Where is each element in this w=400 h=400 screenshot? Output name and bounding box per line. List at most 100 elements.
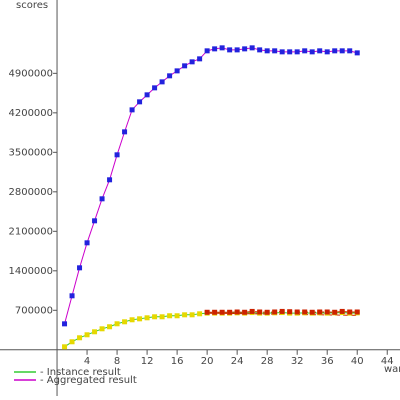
x-tick-label: 8	[114, 356, 120, 367]
data-point	[167, 73, 173, 79]
data-point	[182, 63, 188, 69]
series-line	[64, 312, 358, 348]
data-point	[212, 46, 218, 52]
data-point	[92, 329, 98, 335]
data-point	[317, 309, 323, 315]
data-point	[309, 309, 315, 315]
data-point	[62, 321, 68, 327]
x-axis-label: war	[384, 364, 400, 375]
data-point	[302, 309, 308, 315]
data-point	[272, 309, 278, 315]
data-point	[197, 56, 203, 62]
data-point	[152, 314, 158, 320]
data-point	[84, 240, 90, 246]
data-point	[347, 48, 353, 54]
data-point	[249, 45, 255, 51]
data-point	[99, 326, 105, 332]
data-point	[347, 309, 353, 315]
y-tick-label: 4200000	[8, 108, 53, 119]
y-tick-label: 2100000	[8, 226, 53, 237]
x-tick-label: 4	[84, 356, 90, 367]
data-point	[227, 309, 233, 315]
data-point	[174, 313, 180, 319]
data-point	[114, 152, 120, 158]
data-point	[294, 309, 300, 315]
data-point	[324, 49, 330, 55]
data-point	[197, 311, 203, 317]
data-point	[77, 265, 83, 271]
data-point	[77, 335, 83, 341]
data-point	[257, 309, 263, 315]
data-point	[264, 309, 270, 315]
x-tick-label: 12	[141, 356, 154, 367]
data-point	[69, 339, 75, 345]
data-point	[174, 68, 180, 74]
data-point	[122, 319, 128, 325]
data-point	[107, 324, 113, 330]
data-point	[122, 129, 128, 135]
y-tick-label: 3500000	[8, 147, 53, 158]
x-tick-label: 44	[381, 356, 394, 367]
data-point	[144, 315, 150, 321]
data-point	[137, 99, 143, 105]
data-point	[354, 50, 360, 56]
data-point	[114, 321, 120, 327]
data-point	[137, 316, 143, 322]
y-tick-label: 2800000	[8, 187, 53, 198]
data-point	[212, 309, 218, 315]
data-point	[62, 344, 68, 350]
data-point	[249, 308, 255, 314]
data-point	[279, 49, 285, 55]
data-point	[242, 309, 248, 315]
series-line	[64, 47, 358, 324]
data-point	[294, 49, 300, 55]
data-point	[182, 312, 188, 318]
data-point	[309, 49, 315, 55]
x-tick-label: 40	[351, 356, 364, 367]
data-point	[99, 196, 105, 202]
x-tick-label: 28	[261, 356, 274, 367]
data-point	[279, 308, 285, 314]
data-point	[204, 309, 210, 315]
data-point	[264, 48, 270, 54]
legend-label: - Aggregated result	[40, 375, 137, 386]
data-point	[159, 314, 165, 320]
y-tick-label: 4900000	[8, 68, 53, 79]
data-point	[339, 308, 345, 314]
y-axis-label: scores	[16, 0, 48, 11]
data-point	[287, 49, 293, 55]
y-tick-label: 1400000	[8, 266, 53, 277]
data-point	[159, 79, 165, 85]
x-tick-label: 36	[321, 356, 334, 367]
data-point	[219, 309, 225, 315]
data-point	[152, 85, 158, 91]
data-point	[272, 48, 278, 54]
data-point	[189, 312, 195, 318]
data-point	[234, 309, 240, 315]
data-point	[219, 45, 225, 51]
data-point	[204, 48, 210, 54]
x-tick-label: 16	[171, 356, 184, 367]
data-point	[167, 313, 173, 319]
data-point	[129, 107, 135, 113]
data-point	[332, 309, 338, 315]
data-point	[257, 47, 263, 53]
data-point	[69, 293, 75, 299]
data-point	[144, 92, 150, 98]
data-point	[242, 46, 248, 52]
data-point	[302, 48, 308, 54]
data-point	[234, 47, 240, 53]
data-point	[339, 48, 345, 54]
data-point	[227, 47, 233, 53]
x-tick-label: 32	[291, 356, 304, 367]
data-point	[332, 48, 338, 54]
data-point	[107, 177, 113, 183]
x-tick-label: 20	[201, 356, 214, 367]
legend-label: - Instance result	[40, 367, 121, 378]
y-tick-label: 700000	[15, 305, 53, 316]
data-point	[354, 309, 360, 315]
data-point	[287, 309, 293, 315]
data-point	[189, 59, 195, 65]
data-point	[84, 332, 90, 338]
